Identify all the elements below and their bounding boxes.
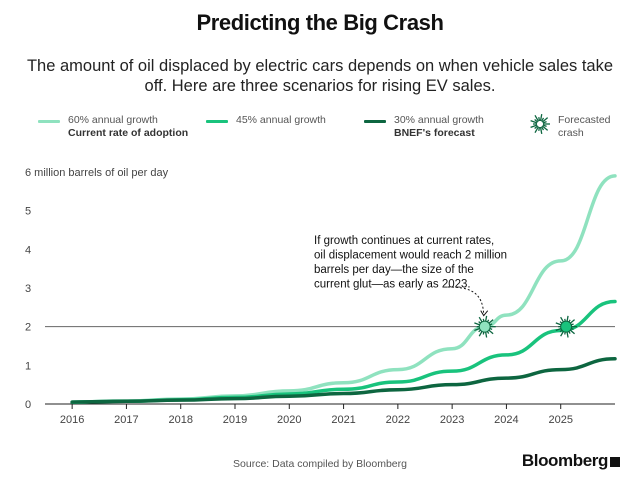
x-tick-label: 2017: [114, 414, 138, 426]
x-tick-label: 2023: [440, 414, 464, 426]
legend-swatch-45: [206, 120, 228, 123]
crash-point: [474, 315, 496, 338]
burst-ray: [474, 327, 481, 332]
x-tick-label: 2024: [494, 414, 518, 426]
burst-ray: [488, 329, 494, 335]
burst-ray: [530, 124, 538, 129]
burst-ray: [560, 330, 565, 337]
burst-core: [478, 320, 491, 333]
y-tick-label: 4: [25, 244, 31, 256]
x-tick-label: 2016: [60, 414, 84, 426]
legend-swatch-60: [38, 120, 60, 123]
bloomberg-logo: Bloomberg: [522, 451, 620, 471]
burst-ray: [534, 126, 540, 133]
series-line-45: [70, 299, 617, 404]
burst-ray: [541, 125, 549, 131]
burst-ray: [555, 327, 562, 332]
burst-ray: [539, 126, 543, 134]
source-note: Source: Data compiled by Bloomberg: [233, 458, 407, 470]
y-tick-label: 1: [25, 360, 31, 372]
burst-icon: [530, 114, 550, 134]
annotation-arrow: [447, 286, 485, 315]
chart-subtitle: The amount of oil displaced by electric …: [26, 57, 614, 95]
legend-label-60: 60% annual growth: [68, 114, 158, 126]
annotation-text: If growth continues at current rates, oil…: [314, 235, 507, 291]
y-tick-label: 5: [25, 206, 31, 218]
burst-ray: [538, 126, 541, 132]
burst-ray: [478, 330, 483, 337]
burst-ray: [542, 124, 547, 128]
annotation-arrowhead: [480, 310, 489, 317]
legend-label-45: 45% annual growth: [236, 114, 326, 126]
burst-ray: [534, 115, 540, 122]
y-tick-label: 2: [25, 322, 31, 334]
burst-ray: [540, 117, 545, 122]
burst-ray: [530, 119, 538, 124]
brand-name: Bloomberg: [521, 451, 609, 470]
legend: 60% annual growth Current rate of adoptio…: [0, 114, 640, 154]
burst-ray: [541, 117, 549, 123]
x-tick-label: 2021: [331, 414, 355, 426]
series-line-30: [70, 357, 617, 404]
chart-title: Predicting the Big Crash: [196, 10, 444, 35]
burst-ray: [555, 322, 562, 326]
annotation-line: barrels per day—the size of the: [314, 264, 474, 276]
burst-ray: [534, 125, 539, 129]
x-tick-label: 2018: [168, 414, 192, 426]
legend-label-30: 30% annual growth: [394, 114, 484, 126]
legend-swatch-30: [364, 120, 386, 123]
x-tick-label: 2022: [386, 414, 410, 426]
burst-ray: [538, 116, 541, 122]
x-tick-label: 2020: [277, 414, 301, 426]
x-tick-label: 2025: [548, 414, 572, 426]
y-tick-label: 0: [25, 399, 31, 411]
annotation-line: current glut—as early as 2023.: [314, 279, 471, 291]
burst-ray: [534, 119, 539, 123]
legend-sublabel-crash: crash: [558, 127, 584, 139]
annotation-line: oil displacement would reach 2 million: [314, 250, 507, 262]
legend-label-crash: Forecasted: [558, 114, 611, 126]
y-axis-label: 6 million barrels of oil per day: [25, 167, 169, 179]
annotation-line: If growth continues at current rates,: [314, 235, 494, 247]
burst-ray: [569, 329, 575, 335]
burst-core: [560, 320, 573, 333]
line-chart: 0 1 2 3 4 5 6 million barrels of oil per day 20…: [25, 167, 617, 426]
crash-point: [555, 315, 578, 338]
burst-ray: [542, 120, 547, 124]
x-tick-label: 2019: [223, 414, 247, 426]
legend-sublabel-30: BNEF's forecast: [394, 127, 475, 139]
y-tick-label: 3: [25, 283, 31, 295]
burst-ray: [540, 126, 545, 131]
burst-ray: [539, 114, 543, 122]
burst-ray: [474, 322, 481, 326]
legend-sublabel-60: Current rate of adoption: [68, 127, 189, 139]
brand-mark-icon: [610, 457, 620, 467]
